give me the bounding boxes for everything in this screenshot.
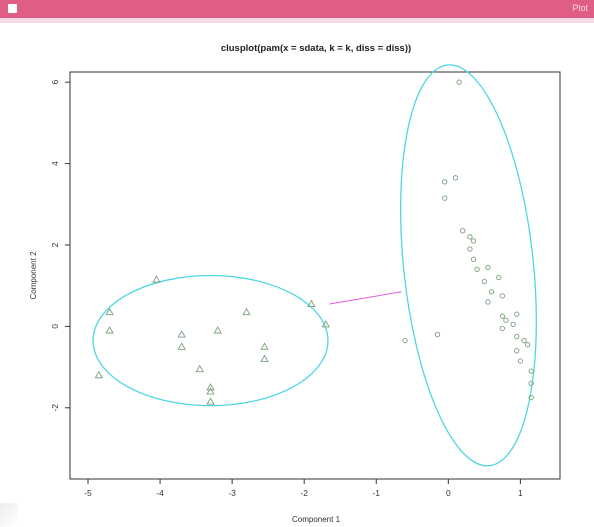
data-point-circle — [521, 337, 527, 344]
x-axis-label: Component 1 — [292, 515, 341, 524]
data-point-circle — [496, 274, 502, 281]
plot-frame — [69, 71, 561, 480]
data-point-triangle — [105, 326, 114, 334]
data-point-circle — [524, 342, 531, 348]
data-point-circle — [452, 175, 459, 181]
cluster-ellipse-1 — [92, 274, 329, 407]
data-point-triangle — [94, 370, 103, 379]
data-point-circle — [402, 337, 408, 344]
data-point-circle — [467, 246, 473, 252]
data-point-triangle — [242, 307, 251, 316]
data-point-triangle — [177, 330, 186, 338]
data-point-circle — [503, 317, 509, 323]
data-point-circle — [485, 299, 491, 305]
data-point-circle — [474, 266, 480, 273]
y-axis-tick-label: -2 — [50, 404, 60, 412]
y-axis-tick-label: 2 — [50, 242, 60, 247]
data-point-circle — [460, 228, 466, 234]
corner-watermark — [0, 503, 18, 527]
data-point-triangle — [177, 342, 186, 350]
x-axis-tick-label: -4 — [156, 488, 164, 498]
data-point-triangle — [206, 397, 215, 405]
x-axis-tick-label: -5 — [84, 488, 92, 498]
y-axis-label: Component 2 — [29, 251, 38, 300]
x-axis: -5 -4 -3 -2 -1 0 1 — [84, 479, 523, 498]
data-point-circle — [467, 234, 473, 240]
data-point-circle — [499, 325, 506, 332]
data-point-triangle — [206, 383, 215, 391]
x-axis-tick-label: -3 — [228, 488, 236, 498]
x-axis-tick-label: -1 — [372, 488, 380, 498]
y-axis-tick-label: 0 — [50, 324, 60, 329]
window-title-label: Plot — [572, 3, 588, 13]
window-toolbar-strip — [0, 18, 594, 23]
y-axis-tick-label: 6 — [50, 80, 60, 85]
data-point-circle — [481, 278, 487, 285]
cluster-ellipses — [92, 64, 537, 467]
data-point-circle — [517, 358, 524, 364]
data-point-circle — [514, 348, 520, 354]
data-point-triangle — [206, 387, 215, 395]
data-point-circle — [528, 368, 534, 374]
cluster-ellipse-2 — [399, 64, 537, 467]
x-axis-tick-label: 0 — [446, 488, 451, 498]
data-point-circle — [456, 79, 462, 85]
data-point-circle — [510, 321, 516, 327]
data-point-triangle — [260, 354, 269, 362]
data-point-triangle — [321, 320, 330, 328]
data-point-circle — [514, 333, 520, 340]
data-point-triangle — [213, 326, 222, 334]
data-point-circle — [434, 331, 441, 338]
data-point-circle — [499, 293, 506, 299]
data-point-circle — [442, 195, 448, 201]
data-point-circle — [514, 311, 520, 317]
data-point-circle — [470, 238, 477, 244]
data-points — [94, 79, 534, 405]
data-point-circle — [470, 256, 477, 262]
data-point-triangle — [260, 342, 269, 350]
data-point-circle — [442, 179, 448, 185]
data-point-circle — [528, 380, 534, 387]
data-point-triangle — [152, 275, 161, 283]
cluster-connector-line — [329, 291, 402, 305]
window-icon — [8, 4, 17, 13]
data-point-circle — [485, 264, 491, 271]
y-axis-tick-label: 4 — [50, 161, 60, 166]
x-axis-tick-label: 1 — [518, 488, 523, 498]
data-point-triangle — [307, 299, 316, 307]
window-titlebar: Plot — [0, 0, 594, 18]
y-axis: -2 0 2 4 6 — [50, 80, 70, 412]
data-point-circle — [488, 289, 495, 295]
data-point-circle — [499, 313, 506, 319]
data-point-circle — [528, 394, 534, 401]
data-point-triangle — [105, 307, 114, 316]
cluster-connector-group — [329, 291, 402, 305]
chart-title: clusplot(pam(x = sdata, k = k, diss = di… — [221, 43, 411, 54]
x-axis-tick-label: -2 — [300, 488, 308, 498]
data-point-triangle — [195, 364, 204, 373]
